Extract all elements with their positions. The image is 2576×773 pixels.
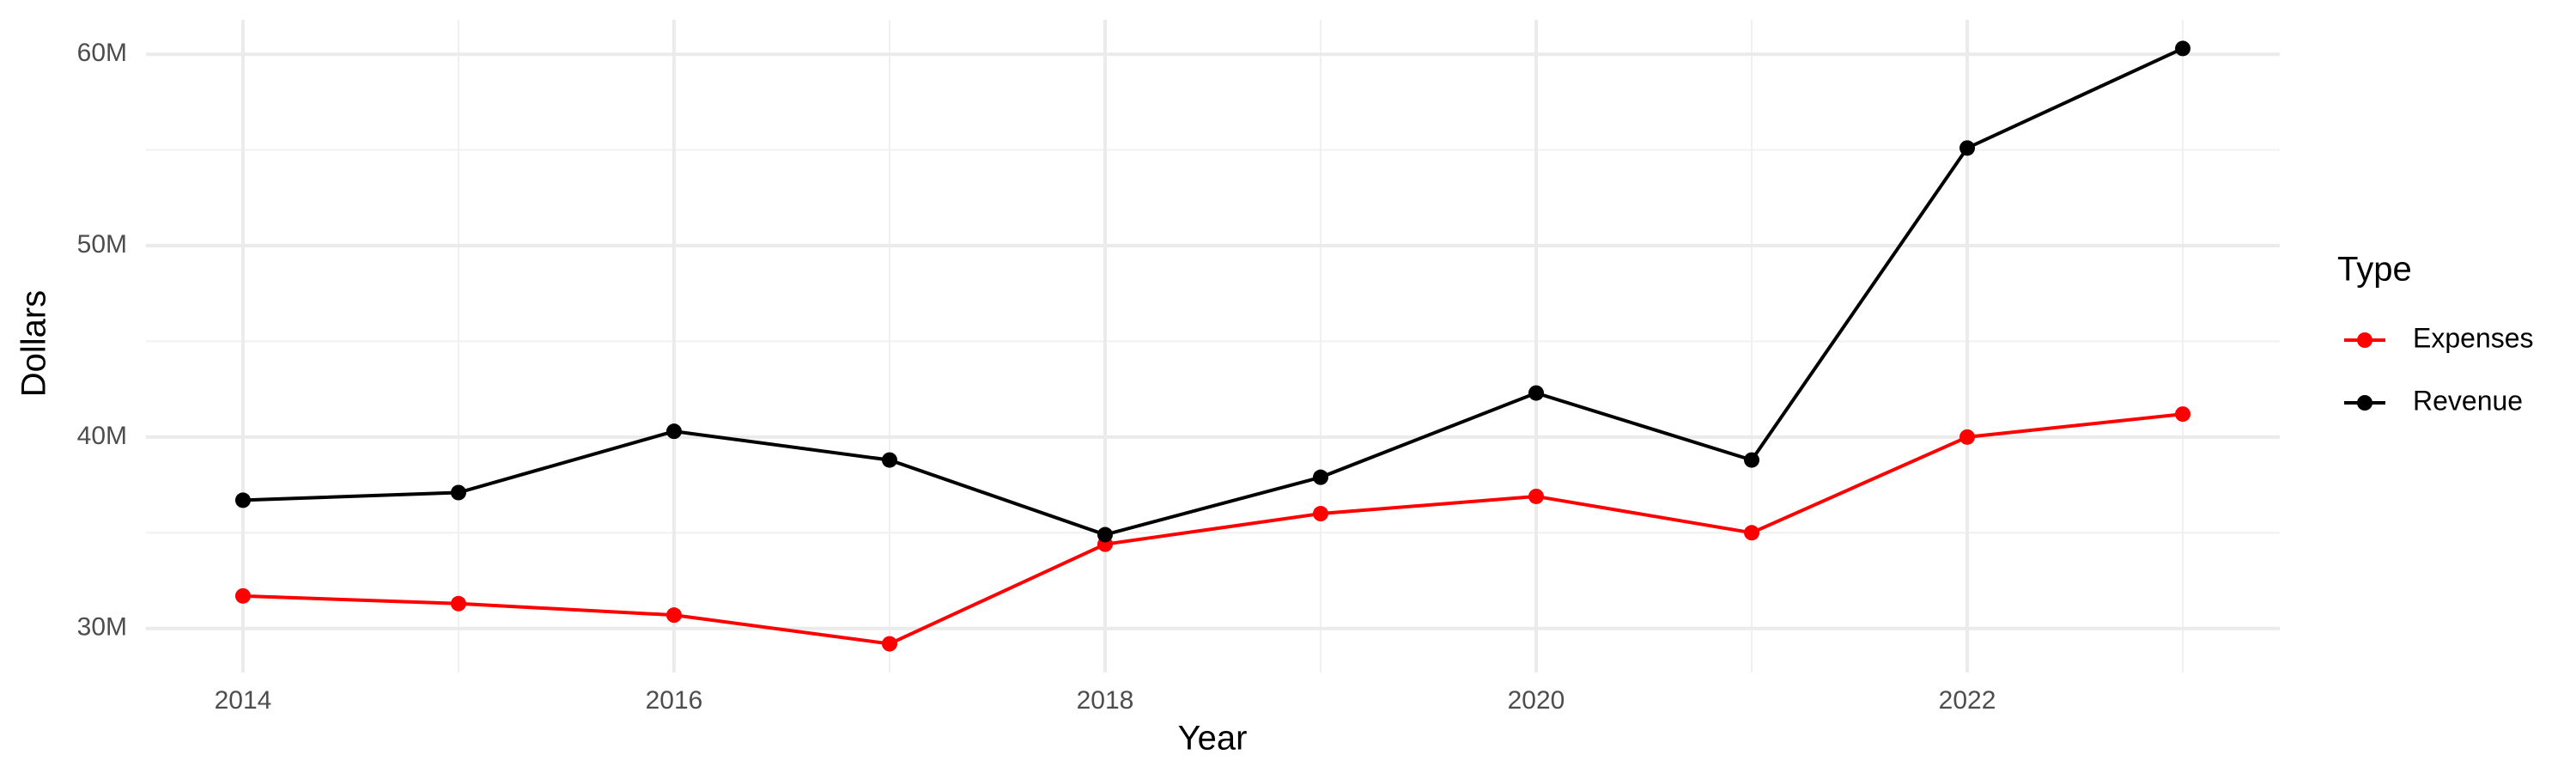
data-point: [665, 607, 682, 624]
y-axis-title: Dollars: [15, 290, 53, 397]
data-point: [881, 452, 897, 468]
legend-key-point: [2357, 395, 2372, 411]
data-point: [1528, 488, 1545, 504]
legend-title: Type: [2337, 251, 2412, 289]
legend-label: Expenses: [2413, 322, 2534, 353]
series-line: [242, 412, 2184, 646]
x-tick-label: 2020: [1508, 686, 1565, 715]
y-tick-label: 60M: [77, 39, 127, 67]
data-point: [450, 484, 466, 501]
data-point: [1959, 140, 1976, 156]
legend-key-point: [2357, 332, 2372, 348]
data-point: [665, 423, 682, 440]
x-tick-label: 2016: [646, 686, 703, 715]
data-point: [234, 587, 251, 604]
data-point: [1528, 385, 1545, 401]
data-point: [1097, 526, 1113, 543]
legend-label: Revenue: [2413, 385, 2523, 416]
data-point: [881, 636, 897, 652]
y-tick-label: 30M: [77, 613, 127, 642]
series-line: [242, 46, 2184, 537]
data-point: [1959, 429, 1976, 445]
data-point: [1744, 525, 1760, 541]
x-axis-title: Year: [1178, 720, 1248, 758]
data-point: [1313, 469, 1329, 485]
data-point: [1313, 506, 1329, 522]
x-tick-label: 2014: [215, 686, 272, 715]
data-point: [2175, 40, 2191, 57]
x-tick-label: 2022: [1939, 686, 1996, 715]
data-point: [450, 595, 466, 612]
x-tick-label: 2018: [1077, 686, 1134, 715]
y-tick-label: 50M: [77, 230, 127, 259]
data-point: [234, 492, 251, 508]
data-point: [1744, 452, 1760, 468]
y-tick-label: 40M: [77, 422, 127, 450]
data-point: [2175, 406, 2191, 423]
